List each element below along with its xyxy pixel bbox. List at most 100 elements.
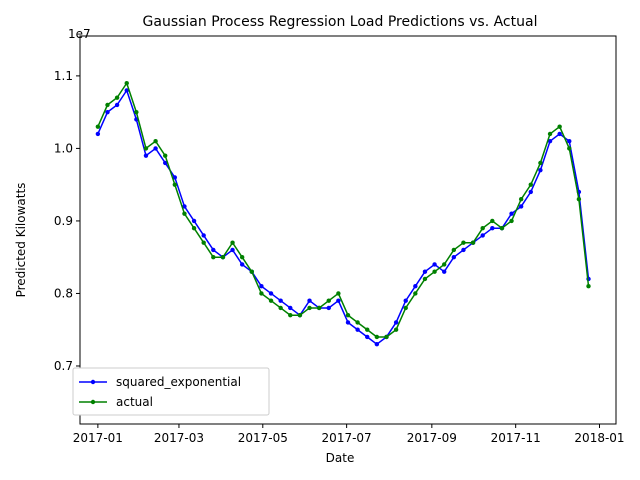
data-point-squared-exponential (307, 298, 312, 303)
data-point-actual (345, 313, 351, 318)
x-tick-label: 2017-07 (322, 431, 372, 445)
data-point-actual (490, 218, 495, 224)
data-point-squared-exponential (374, 342, 380, 347)
legend-label-squared-exponential: squared_exponential (116, 375, 241, 389)
data-point-actual (393, 327, 399, 332)
data-point-squared-exponential (278, 298, 283, 303)
data-point-actual (480, 225, 485, 231)
data-point-actual (230, 240, 235, 245)
y-axis-label: Predicted Kilowatts (14, 183, 28, 298)
data-point-squared-exponential (201, 233, 206, 238)
data-point-actual (509, 218, 514, 224)
data-point-actual (413, 291, 418, 296)
series-line-squared-exponential (97, 88, 590, 346)
data-point-squared-exponential (365, 334, 370, 340)
data-point-squared-exponential (326, 305, 331, 311)
data-point-actual (143, 146, 149, 151)
data-point-actual (442, 262, 447, 267)
data-point-actual (211, 255, 216, 260)
data-point-actual (288, 313, 293, 318)
data-point-squared-exponential (490, 225, 495, 231)
data-point-squared-exponential (182, 204, 187, 209)
data-point-squared-exponential (345, 320, 351, 325)
data-point-actual (153, 138, 158, 144)
data-point-squared-exponential (268, 291, 274, 296)
data-point-actual (239, 255, 245, 260)
plot-frame (79, 35, 617, 425)
data-point-actual (518, 196, 524, 202)
legend-marker-actual (90, 399, 96, 405)
data-point-actual (451, 247, 457, 253)
data-point-actual (355, 320, 360, 325)
chart-title: Gaussian Process Regression Load Predict… (143, 14, 538, 30)
y-tick-label: 0.9 (54, 214, 73, 228)
data-point-actual (268, 298, 274, 303)
data-point-squared-exponential (451, 255, 457, 260)
data-point-squared-exponential (413, 284, 418, 289)
x-tick-label: 2018-01 (574, 431, 624, 445)
y-tick-label: 0.8 (54, 286, 73, 300)
data-point-squared-exponential (163, 160, 168, 166)
data-point-actual (586, 284, 591, 289)
data-point-actual (172, 182, 178, 187)
data-point-actual (336, 291, 341, 296)
y-offset-label: 1e7 (68, 27, 91, 41)
data-point-actual (201, 240, 206, 245)
x-tick-label: 2017-03 (154, 431, 204, 445)
data-point-actual (576, 196, 582, 202)
data-point-actual (134, 109, 139, 115)
data-point-actual (567, 146, 572, 151)
legend-marker-squared-exponential (90, 379, 96, 385)
data-point-actual (220, 255, 226, 260)
data-point-actual (316, 305, 322, 311)
plot-area (95, 80, 591, 347)
data-point-actual (422, 276, 428, 282)
x-tick-label: 2017-09 (407, 431, 457, 445)
data-point-squared-exponential (143, 153, 149, 158)
data-point-actual (470, 240, 476, 245)
data-point-squared-exponential (230, 247, 235, 253)
data-point-actual (105, 102, 110, 108)
x-tick-label: 2017-01 (73, 431, 123, 445)
data-point-squared-exponential (442, 269, 447, 274)
data-point-actual (461, 240, 466, 245)
y-tick-label: 1.1 (54, 69, 73, 83)
data-point-actual (124, 80, 129, 86)
data-point-actual (528, 182, 533, 187)
data-point-squared-exponential (403, 298, 408, 303)
data-point-actual (259, 291, 264, 296)
data-point-squared-exponential (567, 138, 572, 144)
legend-box (72, 367, 270, 416)
data-point-actual (432, 269, 437, 274)
x-tick-label: 2017-11 (491, 431, 541, 445)
data-point-squared-exponential (557, 131, 562, 137)
data-point-actual (326, 298, 331, 303)
data-point-actual (547, 131, 553, 137)
data-point-squared-exponential (509, 211, 514, 216)
data-point-squared-exponential (114, 102, 120, 108)
data-point-actual (182, 211, 187, 216)
data-point-actual (278, 305, 283, 311)
data-point-actual (191, 225, 197, 231)
data-point-squared-exponential (355, 327, 360, 332)
data-point-actual (307, 305, 312, 311)
data-point-squared-exponential (518, 204, 524, 209)
data-point-squared-exponential (172, 175, 178, 180)
y-tick-label: 1.0 (54, 141, 73, 155)
data-point-squared-exponential (259, 284, 264, 289)
data-point-squared-exponential (538, 167, 543, 173)
data-point-squared-exponential (461, 247, 466, 253)
data-point-squared-exponential (422, 269, 428, 274)
data-point-squared-exponential (432, 262, 437, 267)
data-point-actual (403, 305, 408, 311)
data-point-actual (297, 313, 303, 318)
data-point-squared-exponential (95, 131, 101, 137)
data-point-squared-exponential (393, 320, 399, 325)
data-point-squared-exponential (153, 146, 158, 151)
data-point-actual (365, 327, 370, 332)
data-point-actual (384, 334, 389, 340)
data-point-squared-exponential (528, 189, 533, 195)
